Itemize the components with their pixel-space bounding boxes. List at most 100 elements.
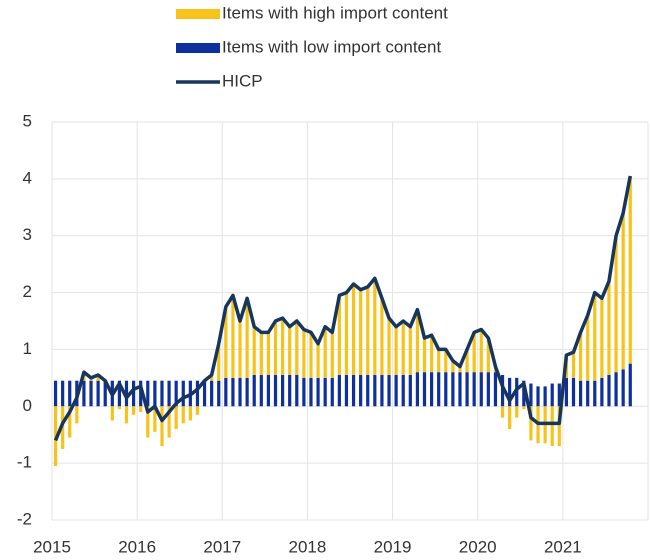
bar — [273, 321, 278, 376]
bar — [117, 380, 122, 407]
bar — [479, 329, 483, 373]
bar — [323, 326, 327, 378]
bar — [614, 372, 618, 407]
bar — [252, 375, 256, 407]
bar — [330, 377, 334, 407]
bar — [302, 329, 306, 378]
bar — [508, 377, 512, 407]
bar — [621, 369, 625, 407]
bar — [217, 380, 221, 407]
bar — [529, 383, 533, 407]
bar — [295, 321, 299, 376]
bar — [210, 375, 214, 381]
bar — [515, 406, 519, 418]
bar — [110, 406, 114, 421]
bar — [174, 380, 178, 407]
bar — [288, 375, 292, 407]
y-tick-label: 4 — [23, 168, 32, 187]
bar — [245, 377, 249, 407]
y-tick-label: 5 — [23, 111, 32, 130]
bar — [167, 380, 171, 407]
bar — [394, 375, 398, 407]
legend-label: HICP — [222, 71, 263, 90]
bar — [571, 352, 576, 378]
bar — [351, 284, 356, 376]
bar — [238, 377, 242, 407]
bar — [266, 375, 271, 407]
bar — [458, 372, 462, 407]
bar — [557, 383, 561, 407]
bar — [522, 380, 526, 407]
y-tick-label: -1 — [17, 453, 32, 472]
x-tick-label: 2020 — [459, 537, 497, 556]
bar — [373, 278, 377, 376]
line — [53, 175, 632, 442]
y-tick-label: 3 — [23, 225, 32, 244]
bar — [437, 372, 441, 407]
bar — [181, 380, 185, 407]
bar — [316, 343, 320, 378]
bar — [103, 380, 107, 407]
bar — [550, 406, 554, 447]
bar — [437, 349, 441, 373]
bar — [429, 335, 434, 373]
bar — [280, 375, 285, 407]
bar — [472, 332, 476, 373]
bar — [543, 386, 547, 407]
bar — [564, 377, 569, 407]
bar — [153, 406, 157, 432]
bar — [82, 380, 86, 407]
bar — [387, 318, 391, 376]
bar — [309, 332, 313, 378]
bar — [75, 406, 79, 424]
bar — [139, 406, 143, 412]
x-tick-label: 2019 — [374, 537, 412, 556]
bar — [422, 372, 427, 407]
bar — [153, 380, 157, 407]
bar — [288, 326, 292, 376]
bar — [529, 406, 533, 441]
bar — [124, 380, 129, 407]
bar — [330, 332, 334, 378]
bar — [131, 406, 136, 415]
bar — [408, 326, 412, 376]
bar — [600, 377, 604, 407]
bar — [536, 386, 540, 407]
bar — [217, 343, 221, 381]
bar — [351, 375, 356, 407]
bar — [614, 235, 618, 373]
bar — [621, 212, 625, 370]
bar — [61, 380, 65, 407]
x-tick-label: 2015 — [33, 537, 71, 556]
y-tick-label: 2 — [23, 282, 32, 301]
bar — [465, 372, 469, 407]
bar — [401, 321, 405, 376]
bar — [131, 380, 136, 407]
bar — [578, 380, 583, 407]
bar — [344, 292, 349, 376]
bar — [210, 380, 214, 407]
bar — [337, 375, 341, 407]
bar — [224, 306, 228, 378]
bar — [451, 372, 455, 407]
bar — [167, 406, 171, 438]
bar — [359, 289, 363, 376]
bar — [146, 380, 150, 407]
bar — [387, 375, 391, 407]
bar — [124, 406, 129, 424]
bar — [508, 406, 512, 430]
bar — [380, 375, 384, 407]
bar — [500, 406, 505, 418]
bar — [451, 360, 455, 373]
bar — [280, 318, 285, 376]
legend-label: Items with low import content — [222, 37, 441, 56]
bar — [160, 380, 164, 407]
bar — [415, 309, 420, 373]
bar — [380, 298, 384, 376]
bar — [522, 406, 526, 410]
bar — [231, 377, 235, 407]
y-tick-label: 1 — [23, 339, 32, 358]
bar — [231, 295, 235, 378]
bar — [472, 372, 476, 407]
bar — [586, 315, 590, 381]
